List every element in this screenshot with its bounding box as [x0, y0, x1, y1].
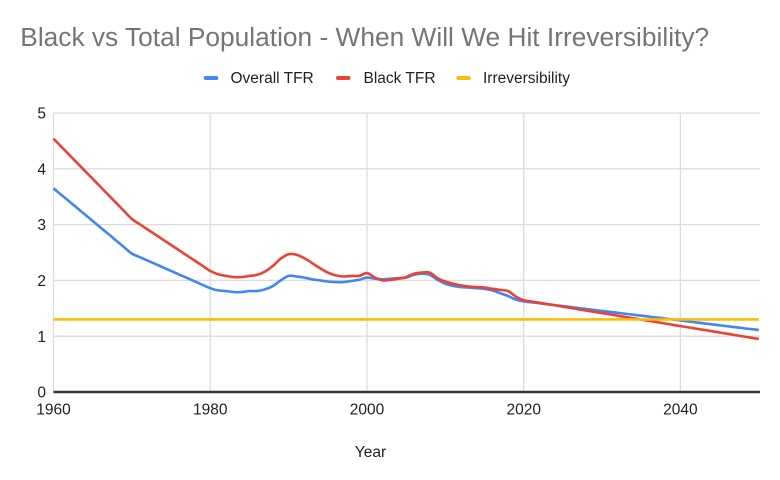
svg-text:1: 1 — [37, 329, 46, 346]
svg-text:2020: 2020 — [506, 402, 541, 419]
svg-text:Overall TFR: Overall TFR — [231, 70, 314, 87]
svg-text:2: 2 — [37, 273, 46, 290]
svg-text:1960: 1960 — [36, 402, 71, 419]
svg-text:Black TFR: Black TFR — [364, 70, 436, 87]
svg-text:3: 3 — [37, 217, 46, 234]
svg-text:5: 5 — [37, 106, 46, 123]
svg-text:Black vs Total Population - Wh: Black vs Total Population - When Will We… — [20, 22, 709, 52]
svg-text:4: 4 — [37, 161, 46, 178]
svg-text:Year: Year — [355, 444, 386, 461]
svg-text:1980: 1980 — [193, 402, 228, 419]
svg-text:Irreversibility: Irreversibility — [483, 70, 570, 87]
svg-text:2000: 2000 — [350, 402, 385, 419]
svg-text:2040: 2040 — [663, 402, 698, 419]
svg-text:0: 0 — [37, 385, 46, 402]
